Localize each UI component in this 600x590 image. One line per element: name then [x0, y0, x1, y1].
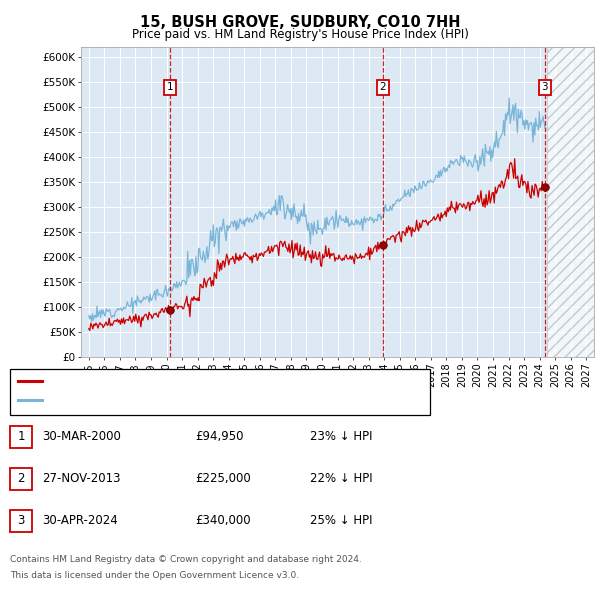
Text: 2: 2	[17, 473, 25, 486]
Text: £94,950: £94,950	[195, 430, 244, 444]
Text: Contains HM Land Registry data © Crown copyright and database right 2024.: Contains HM Land Registry data © Crown c…	[10, 555, 362, 565]
Text: 25% ↓ HPI: 25% ↓ HPI	[310, 514, 373, 527]
Bar	[10, 369, 430, 415]
Text: 30-APR-2024: 30-APR-2024	[42, 514, 118, 527]
Text: 15, BUSH GROVE, SUDBURY, CO10 7HH (detached house): 15, BUSH GROVE, SUDBURY, CO10 7HH (detac…	[47, 376, 348, 386]
Text: 22% ↓ HPI: 22% ↓ HPI	[310, 473, 373, 486]
Text: 30-MAR-2000: 30-MAR-2000	[42, 430, 121, 444]
Text: 3: 3	[17, 514, 25, 527]
Text: 1: 1	[17, 430, 25, 444]
Text: £340,000: £340,000	[195, 514, 251, 527]
Text: 15, BUSH GROVE, SUDBURY, CO10 7HH: 15, BUSH GROVE, SUDBURY, CO10 7HH	[140, 15, 460, 30]
Text: Price paid vs. HM Land Registry's House Price Index (HPI): Price paid vs. HM Land Registry's House …	[131, 28, 469, 41]
Text: This data is licensed under the Open Government Licence v3.0.: This data is licensed under the Open Gov…	[10, 572, 299, 581]
Text: 3: 3	[541, 82, 548, 92]
Bar	[10, 468, 32, 490]
Text: 1: 1	[167, 82, 173, 92]
Bar	[547, 47, 594, 357]
Bar	[10, 510, 32, 532]
Text: 27-NOV-2013: 27-NOV-2013	[42, 473, 121, 486]
Text: £225,000: £225,000	[195, 473, 251, 486]
Text: 2: 2	[380, 82, 386, 92]
Bar	[10, 426, 32, 448]
Text: 23% ↓ HPI: 23% ↓ HPI	[310, 430, 373, 444]
Text: HPI: Average price, detached house, Babergh: HPI: Average price, detached house, Babe…	[47, 395, 284, 405]
